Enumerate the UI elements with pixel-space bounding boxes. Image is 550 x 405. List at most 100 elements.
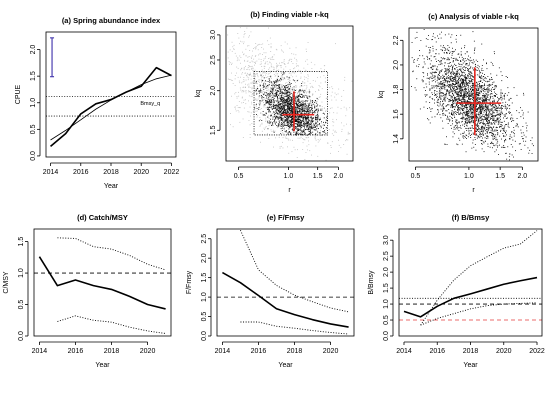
scatter-point: [454, 108, 456, 110]
scatter-point: [264, 91, 266, 93]
scatter-point: [448, 86, 450, 88]
scatter-point: [495, 86, 497, 88]
scatter-point: [526, 127, 527, 129]
scatter-point: [249, 137, 251, 138]
scatter-point: [259, 124, 261, 126]
scatter-point: [319, 132, 321, 134]
scatter-point: [416, 65, 417, 67]
scatter-point: [259, 104, 261, 106]
scatter-point: [439, 33, 441, 35]
scatter-point: [438, 111, 439, 113]
scatter-point: [490, 105, 492, 107]
scatter-point: [298, 116, 300, 118]
scatter-point: [506, 158, 508, 160]
scatter-point: [268, 73, 270, 75]
scatter-point: [442, 120, 443, 122]
scatter-point: [488, 90, 490, 92]
scatter-point: [301, 108, 303, 109]
scatter-point: [429, 102, 431, 103]
scatter-point: [483, 142, 485, 144]
scatter-point: [463, 97, 464, 99]
scatter-point: [487, 122, 489, 124]
scatter-point: [313, 124, 315, 126]
scatter-point: [267, 120, 269, 122]
scatter-point: [297, 121, 299, 123]
scatter-point: [281, 86, 283, 88]
scatter-point: [304, 119, 306, 121]
scatter-point: [504, 135, 506, 137]
scatter-point: [272, 93, 274, 95]
scatter-point: [328, 129, 330, 130]
scatter-point: [324, 131, 326, 133]
scatter-point: [278, 119, 279, 121]
scatter-point: [522, 132, 524, 134]
scatter-point: [251, 94, 253, 96]
scatter-point: [522, 138, 524, 140]
scatter-point: [308, 118, 310, 120]
scatter-point: [259, 105, 260, 107]
scatter-point: [490, 123, 492, 125]
scatter-point: [460, 111, 462, 113]
scatter-point: [265, 126, 267, 127]
scatter-point: [272, 101, 273, 102]
scatter-point: [471, 118, 473, 120]
scatter-point: [243, 54, 244, 56]
scatter-point: [330, 145, 332, 146]
scatter-point: [504, 107, 506, 109]
scatter-point: [501, 111, 503, 113]
scatter-point: [464, 80, 466, 82]
scatter-point: [265, 83, 267, 85]
scatter-point: [317, 114, 318, 115]
scatter-point: [305, 118, 307, 120]
scatter-point: [457, 60, 459, 61]
scatter-point: [511, 136, 513, 138]
scatter-point: [327, 143, 329, 144]
scatter-point: [294, 89, 296, 91]
scatter-point: [265, 87, 267, 89]
scatter-point: [487, 130, 489, 132]
scatter-point: [308, 109, 310, 111]
scatter-point: [472, 139, 474, 141]
scatter-point: [491, 141, 493, 143]
scatter-point: [254, 56, 256, 57]
scatter-point: [481, 131, 483, 132]
scatter-point: [289, 139, 291, 141]
scatter-point: [229, 49, 231, 51]
scatter-point: [271, 77, 272, 79]
scatter-point: [284, 41, 286, 43]
scatter-point: [266, 97, 268, 99]
scatter-point: [298, 110, 300, 112]
scatter-point: [315, 139, 317, 141]
scatter-point: [448, 109, 450, 110]
scatter-point: [270, 121, 272, 123]
scatter-point: [241, 96, 243, 98]
scatter-point: [490, 113, 492, 115]
scatter-point: [456, 89, 457, 90]
scatter-point: [289, 115, 291, 117]
scatter-point: [477, 93, 479, 95]
scatter-point: [301, 94, 303, 96]
scatter-point: [248, 85, 250, 87]
scatter-point: [242, 51, 243, 53]
scatter-point: [285, 109, 287, 111]
scatter-point: [331, 86, 333, 88]
scatter-point: [281, 87, 283, 89]
scatter-point: [307, 106, 309, 108]
scatter-point: [320, 82, 322, 84]
scatter-point: [260, 100, 261, 102]
scatter-point: [442, 106, 444, 108]
scatter-point: [465, 151, 467, 153]
scatter-point: [279, 84, 280, 86]
data-point: [294, 120, 296, 122]
scatter-point: [430, 72, 432, 74]
scatter-point: [472, 142, 474, 144]
scatter-point: [491, 116, 493, 117]
scatter-point: [471, 93, 473, 95]
scatter-point: [306, 51, 307, 52]
data-point: [271, 83, 273, 85]
scatter-point: [275, 110, 277, 112]
scatter-point: [251, 88, 253, 90]
scatter-point: [317, 115, 319, 117]
scatter-point: [255, 63, 256, 64]
scatter-point: [346, 109, 348, 111]
